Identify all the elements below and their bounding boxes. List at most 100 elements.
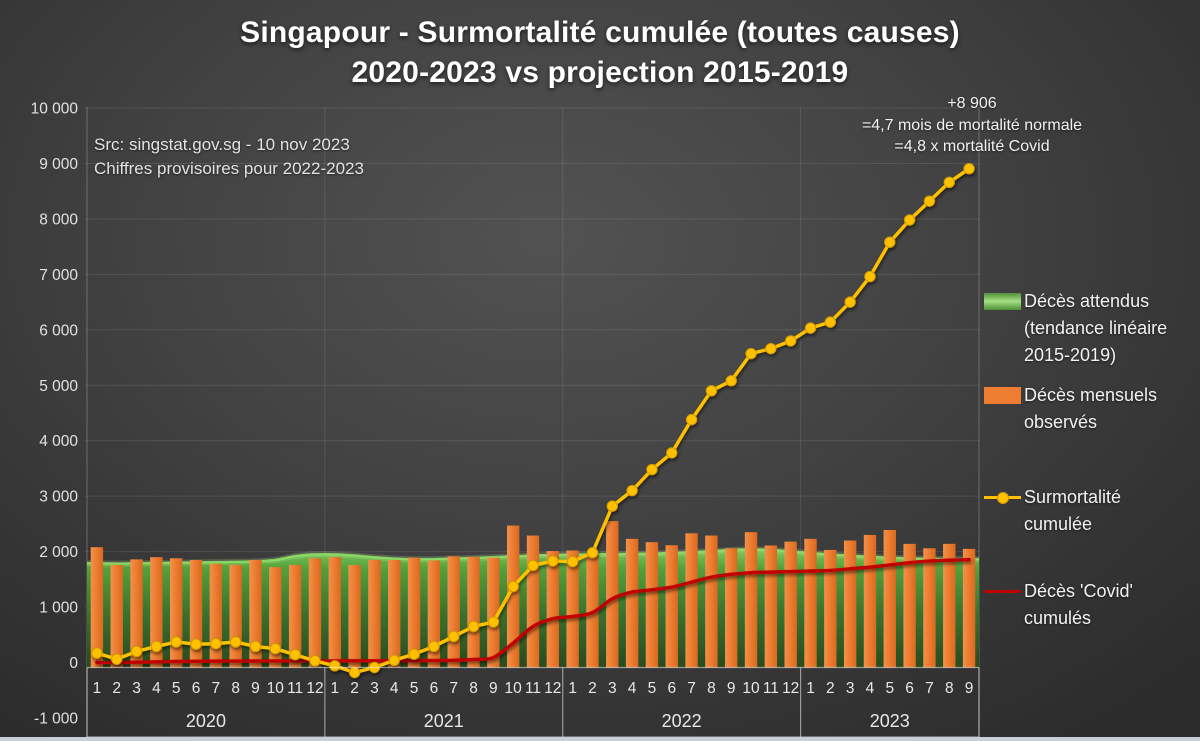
y-tick-label: 5 000	[39, 378, 78, 395]
month-label: 9	[489, 680, 498, 697]
annotation-detail1: =4,7 mois de mortalité normale	[861, 116, 1083, 134]
month-label: 5	[410, 680, 419, 697]
month-bar	[863, 534, 877, 668]
data-point-marker	[408, 648, 420, 660]
legend-line-swatch	[984, 578, 1021, 632]
month-label: 5	[172, 680, 181, 697]
month-label: 6	[192, 680, 201, 697]
month-bar	[229, 564, 242, 668]
data-point-marker	[705, 385, 718, 397]
month-bar	[427, 560, 441, 668]
month-label: 8	[231, 680, 240, 697]
month-bar	[288, 564, 302, 668]
data-point-marker	[903, 214, 916, 226]
month-label: 1	[330, 680, 339, 697]
chart-title: Singapour - Surmortalité cumulée (toutes…	[0, 13, 1200, 93]
data-point-marker	[646, 463, 658, 476]
y-tick-label: 3 000	[39, 489, 78, 506]
data-point-marker	[547, 555, 559, 567]
data-point-marker	[626, 484, 638, 497]
data-point-marker	[210, 637, 222, 650]
month-label: 7	[212, 680, 221, 697]
month-label: 6	[905, 680, 914, 697]
year-label: 2020	[186, 711, 226, 731]
data-point-marker	[309, 655, 321, 667]
month-label: 4	[390, 680, 399, 697]
data-point-marker	[289, 649, 301, 661]
data-point-marker	[487, 616, 500, 628]
month-bar	[388, 559, 401, 668]
month-bar	[744, 532, 758, 668]
month-bar	[566, 550, 579, 668]
month-bar	[249, 559, 262, 668]
month-label: 2	[350, 680, 359, 697]
data-point-marker	[170, 636, 182, 648]
month-bar	[625, 538, 639, 668]
month-label: 8	[707, 680, 716, 697]
month-label: 4	[152, 680, 161, 697]
month-label: 7	[925, 680, 934, 697]
legend-label: Décès 'Covid' cumulés	[1024, 581, 1133, 628]
yellow-marker-icon	[997, 492, 1009, 504]
data-point-marker	[864, 270, 876, 283]
data-point-marker	[745, 347, 757, 360]
month-bar	[725, 548, 738, 668]
y-tick-label: -1 000	[34, 710, 78, 727]
month-bar	[705, 535, 718, 668]
month-bar	[526, 535, 540, 668]
month-label: 2	[588, 680, 597, 697]
month-bar	[843, 540, 857, 668]
source-note-line2: Chiffres provisoires pour 2022-2023	[94, 158, 364, 178]
final-value-annotation: +8 906 =4,7 mois de mortalité normale =4…	[848, 93, 1096, 158]
legend-label: Décès attendus (tendance linéaire 2015-2…	[1024, 291, 1168, 365]
month-bar	[447, 556, 460, 668]
data-point-marker	[765, 342, 777, 355]
legend-item-covid: Décès 'Covid' cumulés	[984, 578, 1188, 632]
chart-title-line2: 2020-2023 vs projection 2015-2019	[351, 56, 849, 89]
data-point-marker	[527, 559, 539, 572]
month-label: 1	[806, 680, 815, 697]
data-point-marker	[249, 640, 262, 653]
month-label: 12	[544, 680, 561, 697]
red-line-swatch-icon	[984, 590, 1021, 593]
month-label: 8	[469, 680, 478, 697]
month-bar	[943, 543, 956, 668]
year-label: 2022	[662, 711, 702, 731]
data-point-marker	[923, 195, 936, 207]
y-tick-label: 7 000	[39, 267, 78, 284]
legend-item-excess: Surmortalité cumulée	[984, 484, 1188, 538]
month-label: 8	[945, 680, 954, 697]
month-label: 3	[132, 680, 141, 697]
month-label: 9	[965, 680, 974, 697]
month-label: 2	[826, 680, 835, 697]
legend-line-marker-swatch	[984, 484, 1021, 538]
month-bar	[209, 563, 223, 668]
month-bar	[903, 543, 916, 668]
month-label: 10	[742, 680, 760, 697]
green-area-swatch-icon	[984, 293, 1021, 310]
month-label: 6	[667, 680, 676, 697]
legend-label: Décès mensuels observés	[1024, 385, 1158, 432]
month-bar	[467, 556, 480, 668]
orange-bar-swatch-icon	[984, 387, 1021, 404]
month-bar	[962, 548, 976, 668]
data-point-marker	[428, 640, 440, 653]
month-label: 1	[568, 680, 577, 697]
month-label: 4	[866, 680, 875, 697]
data-point-marker	[130, 645, 143, 658]
month-label: 9	[251, 680, 260, 697]
legend-item-observed: Décès mensuels observés	[984, 382, 1188, 436]
data-point-marker	[784, 335, 797, 347]
month-label: 6	[430, 680, 439, 697]
month-label: 5	[885, 680, 894, 697]
month-label: 12	[306, 680, 323, 697]
month-label: 4	[628, 680, 637, 697]
month-label: 3	[370, 680, 379, 697]
month-bar	[546, 551, 560, 668]
month-bar	[150, 557, 163, 668]
legend-label: Surmortalité cumulée	[1024, 487, 1122, 534]
month-label: 10	[505, 680, 523, 697]
legend-area-swatch	[984, 288, 1021, 369]
month-label: 11	[525, 680, 541, 697]
data-point-marker	[824, 316, 837, 328]
